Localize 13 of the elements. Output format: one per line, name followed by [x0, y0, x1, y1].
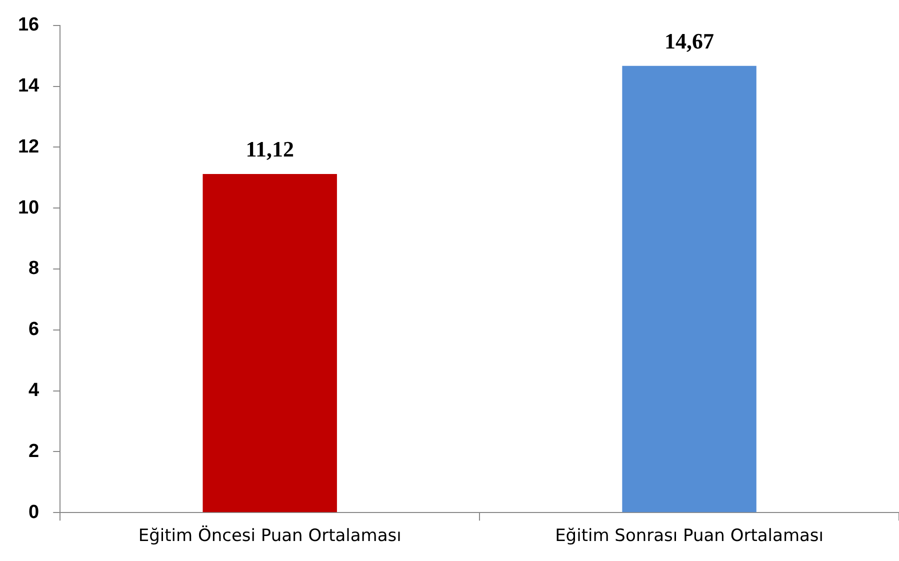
y-tick-label: 6: [28, 319, 40, 340]
x-tick-label: Eğitim Sonrası Puan Ortalaması: [555, 526, 824, 546]
y-tick-label: 0: [28, 502, 40, 523]
data-label: 11,12: [246, 136, 294, 162]
x-tick-label: Eğitim Öncesi Puan Ortalaması: [138, 525, 402, 546]
y-tick-label: 14: [18, 76, 40, 97]
y-tick-label: 2: [28, 440, 40, 462]
y-tick-label: 12: [18, 136, 40, 158]
y-tick-label: 4: [28, 380, 40, 402]
y-tick-label: 10: [18, 197, 40, 218]
y-tick-label: 16: [18, 14, 40, 36]
y-tick-label: 8: [28, 258, 40, 280]
data-label: 14,67: [664, 28, 714, 54]
